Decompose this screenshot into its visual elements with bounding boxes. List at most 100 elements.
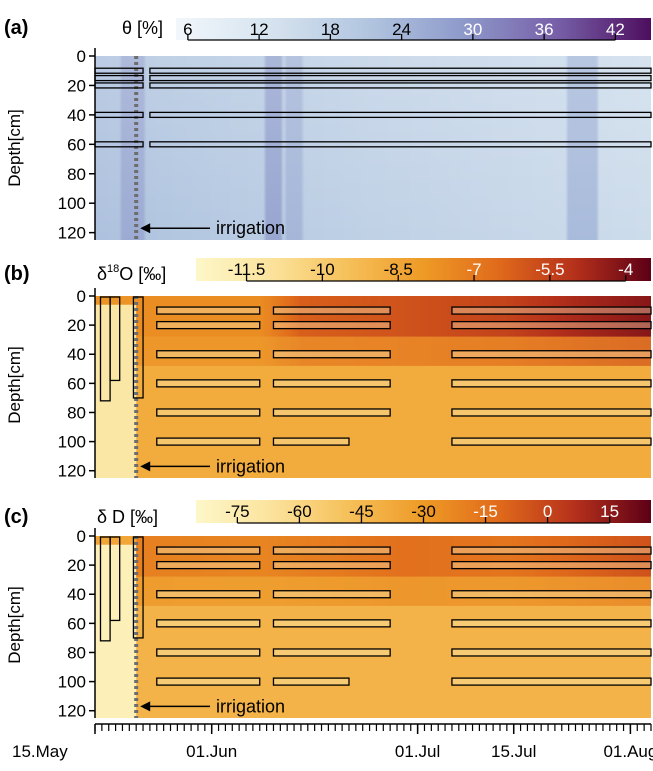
y-tick-label: 20 bbox=[67, 316, 86, 335]
x-tick-label: 01.Aug bbox=[603, 742, 653, 761]
irrigation-arrowhead bbox=[140, 701, 151, 712]
panel-label: (c) bbox=[4, 506, 28, 528]
y-tick-label: 20 bbox=[67, 556, 86, 575]
colorbar-tick-label: -4 bbox=[618, 260, 633, 279]
irrigation-arrowhead bbox=[140, 223, 151, 234]
sampler-bar bbox=[156, 546, 261, 555]
colorbar-tick-label: 12 bbox=[250, 20, 269, 39]
sampler-bar bbox=[451, 560, 652, 570]
sampler-bar bbox=[272, 619, 391, 628]
colorbar-title: δ18O [‰] bbox=[97, 263, 166, 284]
sampler-bar bbox=[149, 82, 652, 89]
y-axis-label: Depth[cm] bbox=[5, 586, 24, 663]
sampler-bar bbox=[451, 590, 652, 599]
colorbar bbox=[176, 18, 651, 40]
colorbar-tick-label: -30 bbox=[411, 502, 436, 521]
x-tick-label: 01.Jul bbox=[395, 742, 440, 761]
colorbar-title: δ D [‰] bbox=[97, 507, 158, 527]
y-tick-label: 100 bbox=[58, 673, 86, 692]
y-tick-label: 80 bbox=[67, 165, 86, 184]
sampler-bar bbox=[451, 306, 652, 315]
panel-0: 0 20 40 60 80 100 120 Depth[cm] (a) θ [%] 6 12 18 24 3… bbox=[4, 17, 652, 243]
sampler-bar bbox=[272, 546, 391, 555]
sampler-bar bbox=[156, 560, 261, 570]
sampler-bar bbox=[149, 67, 652, 74]
heatmap-layer bbox=[136, 536, 651, 577]
sampler-bar bbox=[451, 677, 652, 686]
colorbar-tick-label: 0 bbox=[543, 502, 552, 521]
sampler-bar bbox=[272, 648, 391, 657]
y-tick-label: 20 bbox=[67, 76, 86, 95]
x-tick-label: 15.Jul bbox=[491, 742, 536, 761]
sampler-bar bbox=[272, 379, 391, 388]
colorbar-tick-label: -75 bbox=[225, 502, 250, 521]
x-tick-label: 01.Jun bbox=[186, 742, 237, 761]
sampler-bar bbox=[272, 350, 391, 359]
colorbar-tick-label: -11.5 bbox=[228, 260, 266, 279]
y-tick-label: 60 bbox=[67, 614, 86, 633]
colorbar-tick-label: -45 bbox=[349, 502, 374, 521]
heatmap-layer bbox=[95, 296, 137, 478]
sampler-bar bbox=[272, 560, 391, 570]
colorbar-tick-label: 36 bbox=[535, 20, 554, 39]
colorbar-title-part: 18 bbox=[107, 263, 119, 275]
sampler-bar bbox=[451, 408, 652, 417]
colorbar-tick-label: -15 bbox=[473, 502, 498, 521]
x-tick-label: 15.May bbox=[12, 742, 68, 761]
sampler-bar bbox=[156, 437, 261, 446]
heatmap-layer bbox=[136, 296, 651, 337]
colorbar-tick-label: -60 bbox=[287, 502, 312, 521]
sampler-bar bbox=[149, 74, 652, 82]
sampler-bar bbox=[156, 350, 261, 359]
heatmap-field bbox=[95, 296, 651, 478]
irrigation-label: irrigation bbox=[216, 696, 285, 716]
sampler-bar bbox=[156, 408, 261, 417]
sampler-bar bbox=[451, 437, 652, 446]
sampler-bar bbox=[451, 648, 652, 657]
heatmap-field bbox=[95, 56, 651, 240]
y-tick-label: 0 bbox=[77, 527, 86, 546]
irrigation-label: irrigation bbox=[216, 218, 285, 238]
sampler-bar bbox=[272, 320, 391, 330]
sampler-bar bbox=[451, 379, 652, 388]
y-tick-label: 0 bbox=[77, 47, 86, 66]
y-tick-label: 0 bbox=[77, 287, 86, 306]
colorbar-tick-label: -10 bbox=[310, 260, 335, 279]
y-tick-label: 120 bbox=[58, 224, 86, 243]
colorbar-tick-label: -5.5 bbox=[535, 260, 564, 279]
heatmap-layer bbox=[95, 536, 137, 545]
panel-label: (a) bbox=[4, 17, 28, 39]
y-axis-label: Depth[cm] bbox=[5, 109, 24, 186]
vertical-sampler bbox=[109, 296, 121, 382]
y-tick-label: 100 bbox=[58, 194, 86, 213]
colorbar-title-part: δ bbox=[97, 264, 107, 284]
colorbar-tick-label: -8.5 bbox=[384, 260, 413, 279]
colorbar-title: θ [%] bbox=[122, 18, 163, 38]
heatmap-layer bbox=[95, 536, 137, 718]
colorbar-tick-label: 15 bbox=[600, 502, 619, 521]
irrigation-label: irrigation bbox=[216, 456, 285, 476]
vertical-sampler bbox=[132, 296, 144, 399]
sampler-bar bbox=[451, 619, 652, 628]
sampler-bar bbox=[451, 320, 652, 330]
colorbar bbox=[196, 500, 651, 523]
colorbar-tick-label: 30 bbox=[463, 20, 482, 39]
sampler-bar bbox=[156, 320, 261, 330]
colorbar bbox=[196, 258, 651, 281]
panel-label: (b) bbox=[4, 263, 30, 285]
y-axis-label: Depth[cm] bbox=[5, 346, 24, 423]
y-tick-label: 120 bbox=[58, 462, 86, 481]
colorbar-title-part: O [‰] bbox=[119, 264, 166, 284]
sampler-bar bbox=[149, 141, 652, 148]
y-tick-label: 100 bbox=[58, 433, 86, 452]
sampler-bar bbox=[156, 590, 261, 599]
sampler-bar bbox=[156, 648, 261, 657]
colorbar-tick-label: 24 bbox=[392, 20, 411, 39]
y-tick-label: 40 bbox=[67, 106, 86, 125]
y-tick-label: 60 bbox=[67, 135, 86, 154]
y-tick-label: 120 bbox=[58, 702, 86, 721]
sampler-bar bbox=[272, 306, 391, 315]
sampler-bar bbox=[451, 546, 652, 555]
y-tick-label: 60 bbox=[67, 374, 86, 393]
